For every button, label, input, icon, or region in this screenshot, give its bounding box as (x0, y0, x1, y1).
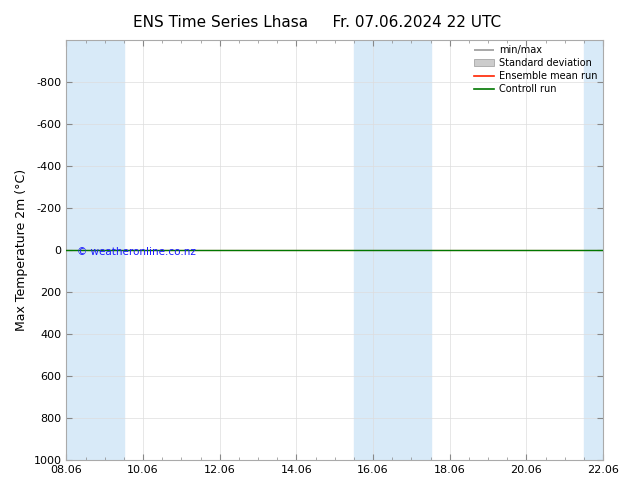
Bar (584, 40, 603, 460)
Bar (67, 40, 124, 460)
Text: © weatheronline.co.nz: © weatheronline.co.nz (77, 247, 196, 257)
Text: ENS Time Series Lhasa     Fr. 07.06.2024 22 UTC: ENS Time Series Lhasa Fr. 07.06.2024 22 … (133, 15, 501, 30)
Bar (354, 40, 430, 460)
Legend: min/max, Standard deviation, Ensemble mean run, Controll run: min/max, Standard deviation, Ensemble me… (470, 42, 601, 98)
Y-axis label: Max Temperature 2m (°C): Max Temperature 2m (°C) (15, 169, 28, 331)
